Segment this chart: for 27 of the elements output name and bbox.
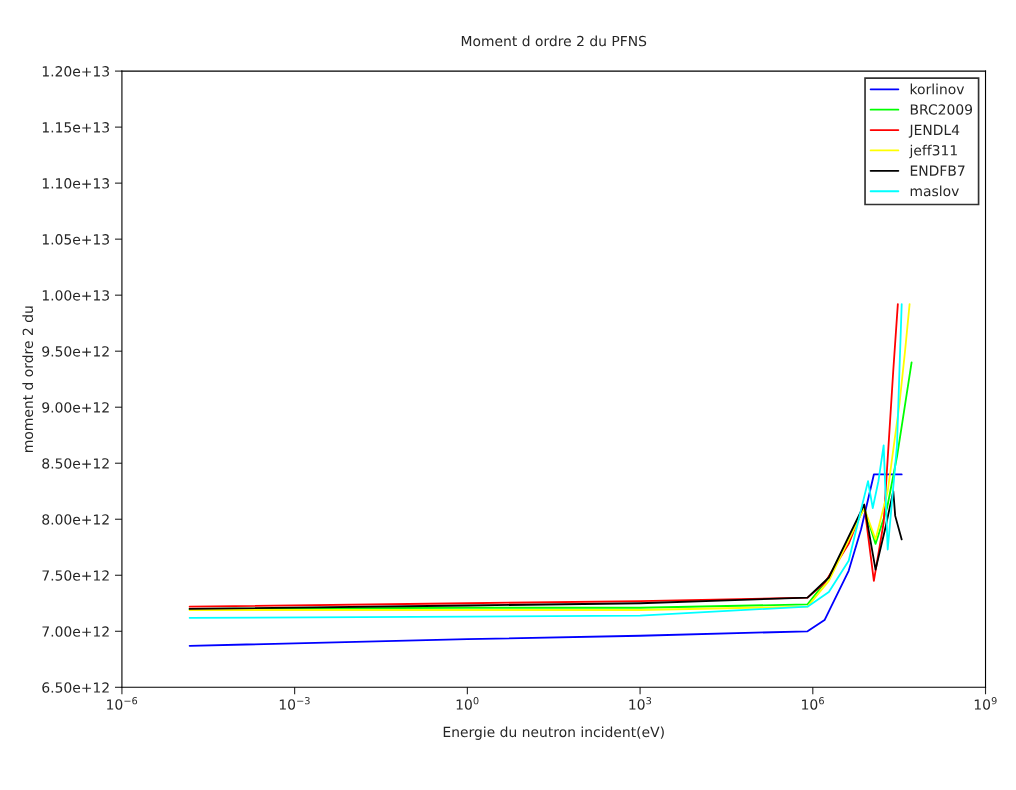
y-tick-label: 6.50e+12 [42, 682, 109, 693]
x-tick-label: 10$^{−6}$ [107, 697, 138, 710]
legend-label: JENDL4 [908, 124, 960, 138]
chart-title: Moment d ordre 2 du PFNS [461, 35, 647, 47]
y-tick-label: 1.05e+13 [42, 234, 109, 245]
legend-label: korlinov [910, 83, 965, 95]
y-tick-label: 8.50e+12 [42, 458, 109, 469]
y-axis-title: moment d ordre 2 du [22, 306, 34, 452]
legend-label: maslov [910, 185, 959, 197]
y-tick-label: 1.10e+13 [42, 178, 109, 189]
legend-label: jeff311 [909, 144, 957, 159]
x-axis-title: Energie du neutron incident(eV) [443, 726, 664, 740]
y-tick-label: 8.00e+12 [42, 514, 109, 525]
legend-label: BRC2009 [910, 104, 973, 115]
y-tick-label: 1.20e+13 [42, 66, 109, 77]
x-tick-label: 10$^{6}$ [802, 697, 824, 710]
y-tick-label: 9.00e+12 [42, 402, 109, 413]
x-tick-label: 10$^{3}$ [629, 697, 652, 710]
y-tick-label: 9.50e+12 [42, 346, 109, 357]
y-tick-label: 7.00e+12 [42, 626, 109, 637]
y-tick-label: 7.50e+12 [42, 570, 109, 581]
x-tick-label: 10$^{9}$ [974, 697, 997, 710]
legend-label: ENDFB7 [910, 165, 965, 176]
y-tick-label: 1.15e+13 [42, 122, 109, 133]
y-tick-label: 1.00e+13 [42, 290, 109, 301]
x-tick-label: 10$^{−3}$ [279, 697, 310, 710]
x-tick-label: 10$^{0}$ [456, 697, 479, 710]
